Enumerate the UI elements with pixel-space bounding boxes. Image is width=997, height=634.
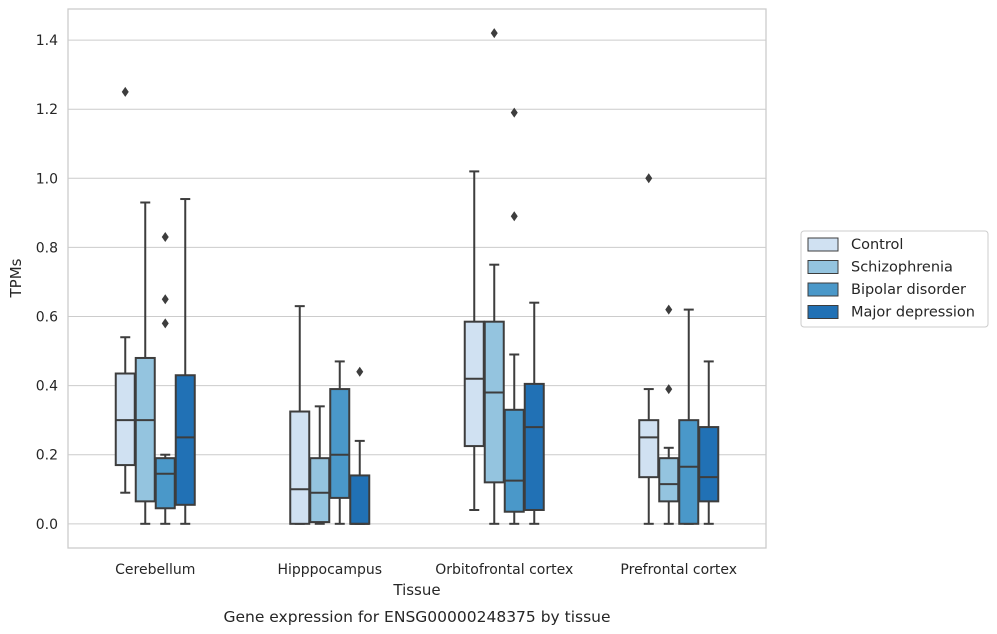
x-tick-label: Hipppocampus xyxy=(277,562,382,578)
legend: Control Schizophrenia Bipolar disorder Majo… xyxy=(800,230,989,328)
outlier-point xyxy=(161,294,169,305)
box-body xyxy=(174,374,196,506)
y-tick-label: 0.0 xyxy=(36,517,58,533)
box-body xyxy=(289,410,311,525)
y-tick-label: 1.2 xyxy=(36,102,58,118)
outlier-point xyxy=(645,173,653,184)
box xyxy=(329,360,351,525)
outlier-point xyxy=(356,366,364,377)
box xyxy=(638,173,660,525)
y-tick-label: 1.4 xyxy=(36,33,58,49)
box-body xyxy=(698,426,720,503)
box xyxy=(309,405,331,525)
box-body xyxy=(463,320,485,448)
box-body xyxy=(329,388,351,499)
box-body xyxy=(638,419,660,479)
box xyxy=(174,198,196,525)
box-body xyxy=(678,419,700,525)
legend-swatch xyxy=(807,237,839,252)
box xyxy=(678,308,700,525)
chart-caption: Gene expression for ENSG00000248375 by t… xyxy=(223,608,610,626)
boxes xyxy=(114,28,720,525)
legend-label: Schizophrenia xyxy=(851,260,953,276)
box-body xyxy=(658,457,680,503)
outlier-point xyxy=(121,86,129,97)
box xyxy=(698,360,720,525)
y-axis-label: TPMs xyxy=(7,258,25,298)
legend-swatch xyxy=(807,260,839,274)
legend-frame xyxy=(800,230,989,328)
box xyxy=(463,170,485,511)
box xyxy=(349,366,371,525)
outlier-point xyxy=(665,384,673,395)
legend-label: Bipolar disorder xyxy=(851,282,966,298)
box-body xyxy=(483,320,505,484)
box xyxy=(523,301,545,525)
legend-swatch xyxy=(807,282,839,297)
outlier-point xyxy=(510,107,518,118)
y-tick-label: 0.8 xyxy=(36,240,58,256)
y-tick-label: 0.6 xyxy=(36,310,58,326)
box xyxy=(483,28,505,525)
outlier-point xyxy=(490,28,498,39)
box xyxy=(658,304,680,525)
x-tick-labels: Cerebellum Hipppocampus Orbitofrontal cort… xyxy=(115,562,737,578)
box-body xyxy=(503,408,525,513)
box xyxy=(503,107,525,525)
legend-label: Control xyxy=(851,237,903,253)
y-tick-labels: 0.0 0.2 0.4 0.6 0.8 1.0 1.2 1.4 xyxy=(36,33,58,533)
box xyxy=(134,201,156,525)
y-tick-label: 0.4 xyxy=(36,379,58,395)
outlier-point xyxy=(510,211,518,222)
box-body xyxy=(523,382,545,511)
x-tick-label: Cerebellum xyxy=(115,562,195,578)
y-tick-label: 1.0 xyxy=(36,171,58,187)
x-axis-label: Tissue xyxy=(392,581,440,599)
outlier-point xyxy=(665,304,673,315)
outlier-point xyxy=(161,232,169,243)
plot-frame xyxy=(67,8,767,549)
legend-swatch xyxy=(807,305,839,319)
x-tick-label: Orbitofrontal cortex xyxy=(435,562,573,578)
legend-label: Major depression xyxy=(851,305,975,321)
x-tick-label: Prefrontal cortex xyxy=(620,562,737,578)
outlier-point xyxy=(161,318,169,329)
box-body xyxy=(309,457,331,524)
box-body xyxy=(349,474,371,525)
box-body xyxy=(134,356,156,503)
box-body xyxy=(154,457,176,510)
y-tick-label: 0.2 xyxy=(36,448,58,464)
